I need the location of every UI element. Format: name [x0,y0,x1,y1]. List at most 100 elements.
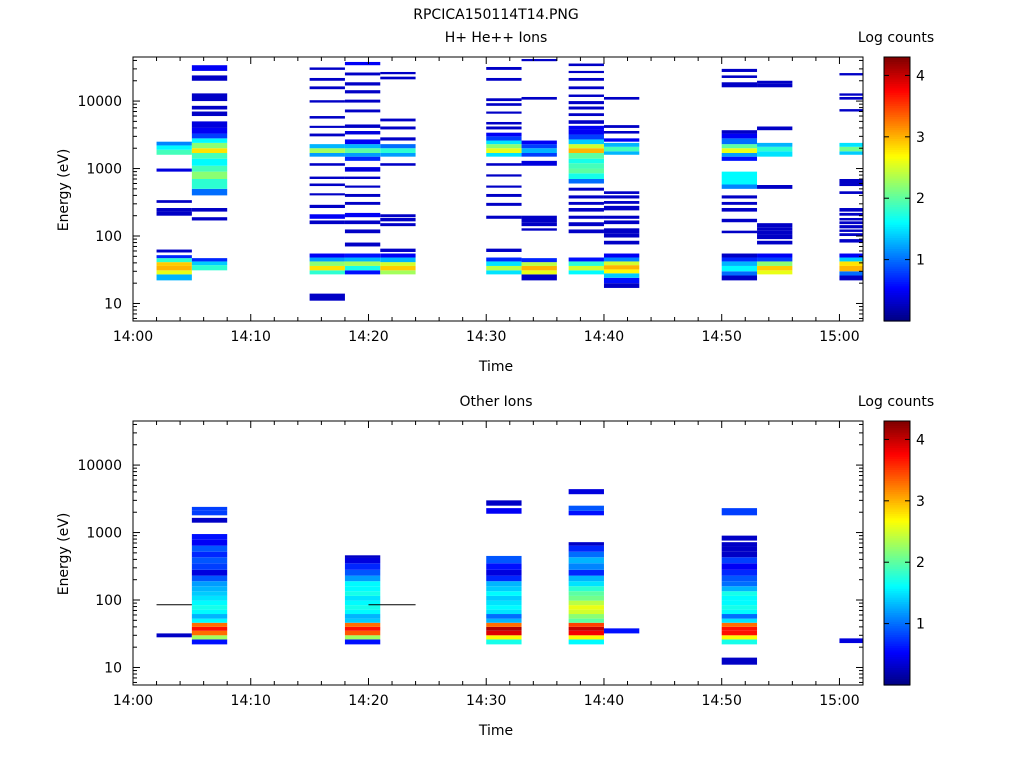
colorbar-segment [884,559,910,563]
heatmap-bin [568,600,604,606]
heatmap-bin [309,204,345,209]
x-tick-label: 14:50 [702,693,742,709]
colorbar-segment [884,533,910,536]
heatmap-bin [603,261,640,266]
heatmap-bin [757,270,793,275]
colorbar-segment [884,487,910,490]
heatmap-bin [380,144,416,149]
heatmap-bin [309,257,345,262]
heatmap-bin [721,605,758,610]
panel-title: Other Ions [459,394,532,410]
colorbar-segment [884,515,910,519]
heatmap-bin [486,132,522,137]
colorbar-segment [884,156,910,159]
heatmap-bin [839,142,863,147]
heatmap-bin [603,269,640,274]
heatmap-bin [568,270,604,275]
colorbar-segment [884,285,910,289]
colorbar-segment [884,526,910,530]
heatmap-bin [191,614,228,619]
colorbar-segment [884,149,910,153]
heatmap-bin [839,225,863,229]
heatmap-bin [191,127,228,134]
colorbar-segment [884,178,910,181]
colorbar-segment [884,579,910,583]
heatmap-bin [839,229,863,232]
x-tick-label: 14:20 [348,329,388,345]
heatmap-bin [568,257,604,262]
heatmap-bin [568,215,604,219]
colorbar-segment [884,257,910,260]
heatmap-bin [486,605,522,610]
x-tick-label: 15:00 [819,693,859,709]
heatmap-bin [568,208,604,212]
heatmap-bin [603,265,640,270]
colorbar-tick-label: 3 [916,494,925,510]
colorbar-segment [884,517,910,521]
heatmap-bin [344,626,381,631]
heatmap-bin [568,505,604,511]
heatmap-bin [486,66,522,70]
heatmap-bin [156,255,192,259]
colorbar-segment [884,162,910,166]
panel-title: H+ He++ Ions [445,30,548,46]
colorbar-segment [884,610,910,613]
heatmap-bin [568,630,604,636]
heatmap-bin [156,265,192,271]
colorbar-segment [884,57,910,60]
colorbar-segment [884,660,910,664]
heatmap-bin [191,539,228,546]
colorbar-segment [884,665,910,668]
colorbar-frame [883,420,911,686]
colorbar-segment [884,667,910,671]
colorbar-segment [884,147,910,150]
colorbar-segment [884,228,910,232]
colorbar-segment [884,129,910,133]
colorbar-tick-label: 1 [916,253,925,269]
heatmap-bin [839,191,863,194]
heatmap-bin [486,270,522,275]
heatmap-bin [486,103,522,106]
colorbar-segment [884,546,910,550]
heatmap-bin [380,265,416,271]
colorbar-segment [884,438,910,442]
heatmap-bin [839,151,863,155]
heatmap-bin [344,555,381,558]
heatmap-bin [721,130,758,134]
heatmap-bin [568,635,604,640]
heatmap-bin [721,626,758,631]
heatmap-bin [721,178,758,185]
colorbar-segment [884,467,910,470]
x-tick-label: 14:40 [584,693,624,709]
heatmap-bin [344,82,381,86]
heatmap-bin [721,600,758,606]
colorbar-segment [884,112,910,115]
heatmap-bin [521,265,557,271]
heatmap-bin [156,168,192,172]
colorbar-segment [884,456,910,459]
colorbar-segment [884,449,910,453]
heatmap-bin [521,160,557,166]
colorbar-segment [884,230,910,234]
heatmap-bin [603,205,640,211]
heatmap-bin [486,555,522,564]
heatmap-bin [721,82,758,88]
heatmap-bin [191,265,228,271]
heatmap-bin [839,257,863,262]
colorbar-segment [884,440,910,444]
heatmap-bin [344,156,381,161]
colorbar-segment [884,588,910,591]
colorbar-segment [884,557,910,561]
heatmap-bin [757,257,793,262]
heatmap-cells [156,59,863,301]
colorbar-segment [884,480,910,484]
colorbar-segment [884,682,910,686]
heatmap-bin [344,563,381,570]
heatmap-bin [839,183,863,187]
colorbar-segment [884,224,910,227]
heatmap-bin [309,152,345,157]
heatmap-bin [839,212,863,216]
colorbar-segment [884,61,910,65]
heatmap-bin [191,152,228,159]
heatmap-bin [309,270,345,275]
